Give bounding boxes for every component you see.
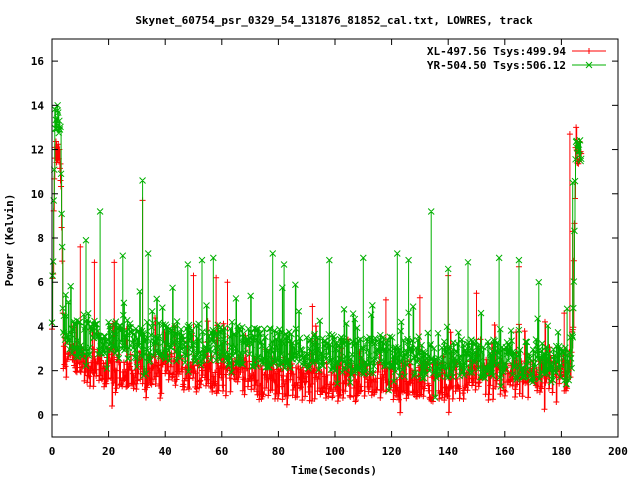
- y-tick-label: 2: [37, 365, 44, 378]
- x-tick-label: 120: [382, 445, 402, 458]
- x-tick-label: 20: [102, 445, 115, 458]
- legend-label: XL-497.56 Tsys:499.94: [427, 45, 566, 58]
- y-tick-label: 0: [37, 409, 44, 422]
- x-tick-label: 200: [608, 445, 628, 458]
- axes: 0 20 40 60 80 100 120 140 160 180 200 0 2 4 6 8 10 12 14 16: [31, 39, 628, 458]
- chart-title: Skynet_60754_psr_0329_54_131876_81852_ca…: [135, 14, 533, 27]
- legend-marker: [586, 48, 592, 54]
- x-tick-label: 60: [215, 445, 228, 458]
- x-tick-label: 180: [551, 445, 571, 458]
- y-tick-label: 6: [37, 276, 44, 289]
- legend-label: YR-504.50 Tsys:506.12: [427, 59, 566, 72]
- x-tick-label: 40: [159, 445, 172, 458]
- x-axis-label: Time(Seconds): [291, 464, 377, 477]
- y-tick-label: 10: [31, 188, 44, 201]
- x-tick-label: 100: [325, 445, 345, 458]
- legend-marker: [585, 61, 593, 69]
- y-tick-label: 12: [31, 144, 44, 157]
- y-tick-label: 8: [37, 232, 44, 245]
- x-tick-label: 140: [438, 445, 458, 458]
- x-tick-label: 160: [495, 445, 515, 458]
- y-tick-label: 14: [31, 99, 45, 112]
- y-tick-label: 4: [37, 320, 44, 333]
- x-tick-label: 0: [49, 445, 56, 458]
- x-tick-label: 80: [272, 445, 285, 458]
- y-tick-label: 16: [31, 55, 45, 68]
- y-axis-label: Power (Kelvin): [3, 194, 16, 287]
